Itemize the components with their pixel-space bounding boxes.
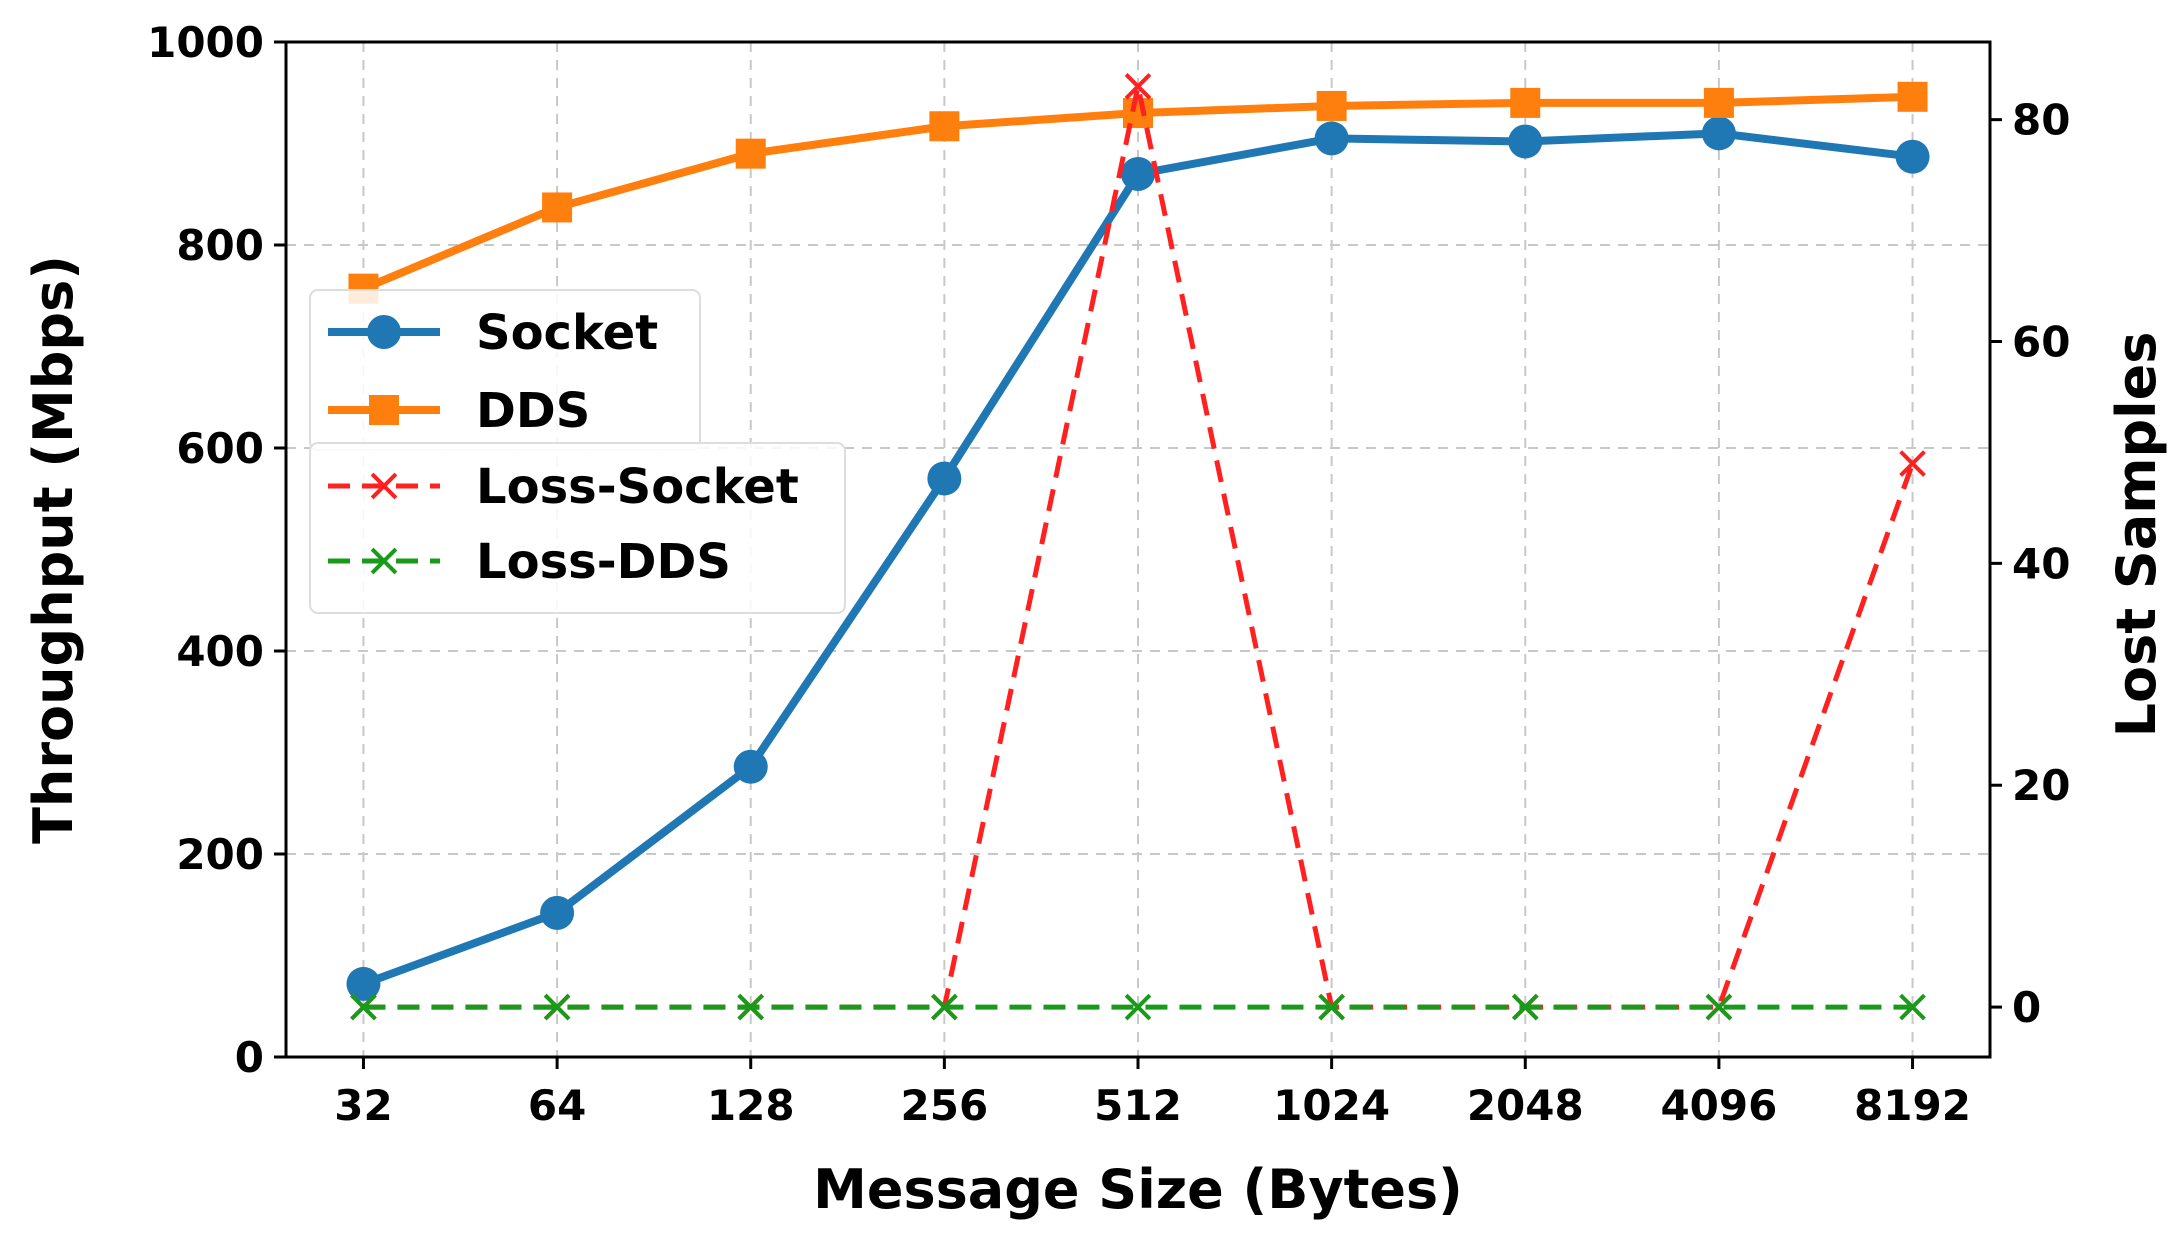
data-point bbox=[350, 993, 377, 1021]
x-tick-label: 4096 bbox=[1660, 1081, 1777, 1130]
x-tick-label: 128 bbox=[707, 1081, 795, 1130]
data-point bbox=[1314, 121, 1349, 156]
data-point bbox=[929, 111, 960, 142]
data-point bbox=[1510, 87, 1541, 118]
data-point bbox=[737, 993, 765, 1021]
legend-label: DDS bbox=[476, 383, 590, 439]
y-tick-label: 400 bbox=[176, 627, 264, 676]
data-point bbox=[1316, 90, 1347, 121]
data-point bbox=[1318, 993, 1345, 1021]
legend-item-loss-dds: Loss-DDS bbox=[328, 534, 731, 590]
legend-label: Loss-DDS bbox=[476, 534, 731, 590]
data-point bbox=[1703, 87, 1734, 118]
data-point bbox=[1899, 993, 1926, 1021]
legend-marker bbox=[369, 395, 399, 425]
series-loss-dds bbox=[350, 993, 1926, 1021]
legend-item-loss-socket: Loss-Socket bbox=[328, 459, 799, 515]
data-point bbox=[1123, 98, 1153, 129]
legend-marker bbox=[367, 315, 401, 349]
y-tick-label: 200 bbox=[176, 830, 264, 879]
data-point bbox=[1121, 156, 1155, 191]
data-point bbox=[735, 138, 766, 169]
y2-tick-label: 60 bbox=[2012, 318, 2070, 367]
data-point bbox=[1895, 139, 1930, 174]
x-axis-label: Message Size (Bytes) bbox=[813, 1158, 1463, 1221]
data-point bbox=[927, 461, 962, 496]
x-tick-label: 256 bbox=[901, 1081, 989, 1130]
data-point bbox=[1899, 450, 1926, 477]
y-tick-label: 1000 bbox=[147, 18, 264, 67]
legend-marker bbox=[370, 472, 398, 500]
x-tick-label: 1024 bbox=[1273, 1081, 1390, 1130]
data-point bbox=[931, 993, 958, 1021]
data-point bbox=[1124, 73, 1152, 100]
legend: Socket DDS Loss-Socket Loss-DDS bbox=[309, 289, 846, 614]
data-point bbox=[1508, 124, 1543, 159]
data-point bbox=[1897, 81, 1928, 112]
data-point bbox=[733, 749, 768, 784]
data-point bbox=[540, 895, 575, 930]
y2-tick-label: 20 bbox=[2012, 761, 2070, 810]
series-dds bbox=[348, 81, 1928, 304]
legend-item-socket: Socket bbox=[328, 305, 658, 361]
x-tick-label: 2048 bbox=[1467, 1081, 1584, 1130]
legend-item-dds: DDS bbox=[328, 383, 590, 439]
y-tick-label: 600 bbox=[176, 424, 264, 473]
y2-tick-label: 40 bbox=[2012, 539, 2070, 588]
x-tick-label: 32 bbox=[334, 1081, 392, 1130]
legend-box-right-axis bbox=[309, 442, 846, 614]
series-socket bbox=[346, 116, 1930, 1001]
data-point bbox=[1701, 116, 1736, 151]
data-point bbox=[1705, 993, 1733, 1021]
y2-tick-label: 80 bbox=[2012, 96, 2070, 145]
y2-axis-label: Lost Samples bbox=[2105, 332, 2168, 738]
data-point bbox=[542, 192, 573, 223]
y-tick-label: 0 bbox=[235, 1033, 264, 1082]
x-tick-label: 512 bbox=[1094, 1081, 1182, 1130]
y-tick-label: 800 bbox=[176, 221, 264, 270]
data-point bbox=[543, 993, 571, 1021]
axes: 32 64 128 256 512 1024 2048 4096 819202004006008… bbox=[147, 18, 2070, 1130]
data-point bbox=[346, 966, 381, 1001]
y-axis-label: Throughput (Mbps) bbox=[22, 255, 85, 844]
legend-label: Loss-Socket bbox=[476, 459, 799, 515]
data-point bbox=[1124, 993, 1152, 1021]
x-tick-label: 8192 bbox=[1854, 1081, 1971, 1130]
legend-marker bbox=[370, 547, 398, 575]
y2-tick-label: 0 bbox=[2012, 983, 2041, 1032]
x-tick-label: 64 bbox=[528, 1081, 586, 1130]
data-point bbox=[1511, 993, 1539, 1021]
series-group bbox=[346, 73, 1930, 1021]
legend-label: Socket bbox=[476, 305, 658, 361]
